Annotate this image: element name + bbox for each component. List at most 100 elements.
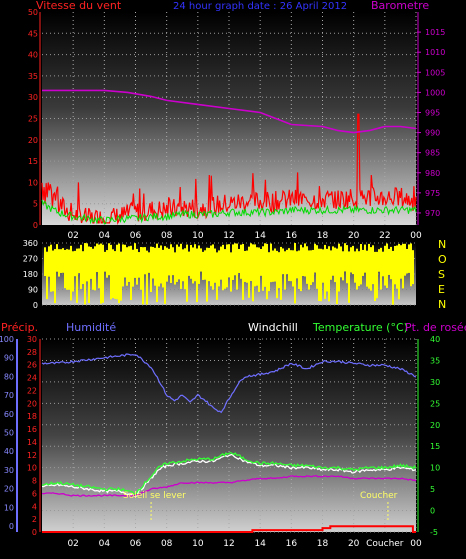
temp-y-tick: 40 (430, 335, 440, 344)
baro-y-tick: 985 (425, 149, 440, 158)
compass-n-top: N (438, 238, 446, 251)
baro-y-tick: 980 (425, 169, 440, 178)
precip-y-tick: 14 (27, 438, 37, 447)
windchill-title: Windchill (248, 321, 298, 334)
baro-y-tick: 1005 (425, 68, 445, 77)
x-tick-label: 04 (99, 539, 111, 549)
humidity-y-tick: 100 (0, 335, 14, 344)
x-tick-label: 22 (379, 231, 390, 241)
x-tick-label: 16 (286, 539, 298, 549)
x-tick-label: 00 (410, 539, 422, 549)
humidity-y-tick: 30 (4, 466, 14, 475)
compass-o: O (438, 253, 447, 266)
x-tick-label: 18 (317, 231, 329, 241)
baro-y-tick: 1000 (425, 88, 445, 97)
baro-y-tick: 975 (425, 189, 440, 198)
temp-y-tick: 30 (430, 378, 440, 387)
wind-speed-title: Vitesse du vent (36, 0, 122, 12)
humidity-y-tick: 10 (4, 503, 14, 512)
wind-gust-line (41, 199, 417, 225)
compass-s: S (438, 268, 445, 281)
humidity-y-tick: 50 (4, 429, 14, 438)
wind-y-tick: 35 (28, 72, 38, 81)
wind-y-tick: 10 (28, 178, 38, 187)
baro-y-tick: 970 (425, 209, 440, 218)
x-tick-label: 06 (130, 231, 142, 241)
baro-y-tick: 1015 (425, 28, 445, 37)
temp-y-tick: 0 (430, 507, 435, 516)
wind-y-tick: 15 (28, 157, 38, 166)
baro-y-tick: 1010 (425, 48, 445, 57)
x-tick-label: 00 (410, 231, 422, 241)
precip-y-tick: 16 (27, 425, 37, 434)
chart-marks (41, 89, 417, 533)
x-tick-label: 10 (192, 231, 204, 241)
precip-y-tick: 4 (32, 502, 37, 511)
axis-labels: 02 04 06 08 10 12 14 16 18 20 22 000510152025303540… (0, 8, 445, 549)
x-tick-label: 04 (99, 231, 111, 241)
x-tick-label: 16 (286, 231, 298, 241)
dewpoint-title: Pt. de rosée (405, 321, 466, 334)
x-tick-label: 02 (67, 231, 78, 241)
wind-y-tick: 50 (28, 8, 38, 17)
humidity-y-tick: 60 (4, 410, 14, 419)
sunrise-label: Soleil se lever (123, 491, 186, 501)
temp-y-tick: 35 (430, 356, 440, 365)
baro-y-tick: 995 (425, 108, 440, 117)
wind-y-tick: 45 (28, 29, 38, 38)
x-tick-label: 20 (348, 539, 360, 549)
temp-y-tick: 15 (430, 442, 440, 451)
humidity-y-tick: 20 (4, 485, 14, 494)
precip-y-tick: 8 (32, 477, 37, 486)
baro-y-tick: 990 (425, 129, 440, 138)
temp-y-tick: 20 (430, 421, 440, 430)
x-tick-label: Coucher (366, 539, 404, 549)
humidity-y-tick: 40 (4, 447, 14, 456)
x-tick-label: 12 (223, 539, 234, 549)
precip-y-tick: 30 (27, 335, 37, 344)
temp-y-tick: -5 (430, 528, 438, 537)
humidity-line (41, 353, 417, 414)
sunset-label: Coucher (360, 491, 398, 501)
x-tick-label: 08 (161, 231, 173, 241)
x-tick-label: 08 (161, 539, 173, 549)
wind-y-tick: 40 (28, 51, 38, 60)
precip-y-tick: 20 (27, 399, 37, 408)
temp-y-tick: 25 (430, 399, 440, 408)
precip-y-tick: 0 (32, 528, 37, 537)
dir-y-tick: 270 (23, 255, 38, 264)
precip-y-tick: 6 (32, 489, 37, 498)
x-tick-label: 12 (223, 231, 234, 241)
compass-e: E (438, 283, 445, 296)
barometer-title: Barometre (371, 0, 429, 12)
wind-panel (42, 12, 416, 225)
humidity-y-tick: 80 (4, 372, 14, 381)
precip-y-tick: 22 (27, 386, 37, 395)
wind-speed-line (41, 113, 417, 226)
x-tick-label: 06 (130, 539, 142, 549)
barometer-line (42, 89, 417, 134)
precip-y-tick: 24 (27, 374, 37, 383)
temp-y-tick: 10 (430, 464, 440, 473)
precip-y-tick: 26 (27, 361, 37, 370)
compass-n-bottom: N (438, 298, 446, 311)
wind-y-tick: 30 (28, 93, 38, 102)
precip-y-tick: 10 (27, 464, 37, 473)
grid-lines (42, 12, 417, 533)
windchill-line (41, 453, 417, 498)
humidity-title: Humidité (66, 321, 116, 334)
precip-title: Précip. (1, 321, 38, 334)
x-tick-label: 14 (254, 539, 266, 549)
x-tick-label: 18 (317, 539, 329, 549)
graph-date-title: 24 hour graph date : 26 April 2012 (173, 1, 347, 12)
humidity-y-tick: 0 (9, 522, 14, 531)
temperature-line (41, 451, 417, 496)
wind-y-tick: 5 (33, 200, 38, 209)
wind-y-tick: 20 (28, 136, 38, 145)
wind-y-tick: 25 (28, 115, 38, 124)
x-tick-label: 20 (348, 231, 360, 241)
humidity-y-tick: 70 (4, 391, 14, 400)
precip-y-tick: 2 (32, 515, 37, 524)
